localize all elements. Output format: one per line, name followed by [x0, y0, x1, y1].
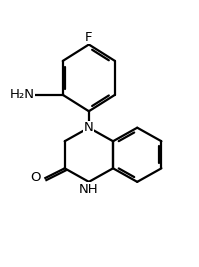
Text: O: O: [30, 171, 41, 184]
Text: NH: NH: [79, 183, 99, 196]
Text: N: N: [84, 121, 94, 134]
Text: F: F: [85, 30, 93, 44]
Text: H₂N: H₂N: [10, 88, 35, 101]
